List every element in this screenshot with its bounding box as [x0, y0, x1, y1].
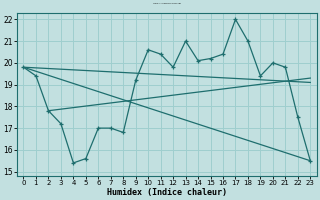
- Title: Courbe de l'humidex pour Farnborough: Courbe de l'humidex pour Farnborough: [153, 3, 181, 4]
- X-axis label: Humidex (Indice chaleur): Humidex (Indice chaleur): [107, 188, 227, 197]
